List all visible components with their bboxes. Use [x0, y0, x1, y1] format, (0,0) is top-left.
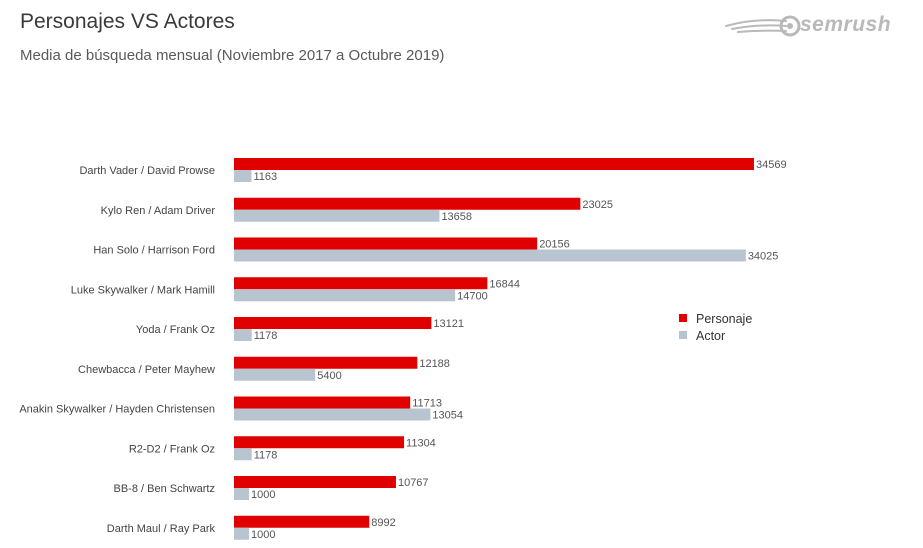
value-label-personaje: 20156	[539, 239, 570, 251]
value-label-actor: 13658	[441, 211, 472, 223]
bar-personaje	[234, 158, 754, 170]
value-label-personaje: 8992	[371, 517, 395, 529]
value-label-personaje: 34569	[756, 159, 787, 171]
category-label: Luke Skywalker / Mark Hamill	[71, 284, 215, 296]
value-label-actor: 1163	[253, 171, 277, 183]
value-label-personaje: 10767	[398, 477, 429, 489]
bar-personaje	[234, 356, 418, 369]
value-label-actor: 1178	[254, 330, 278, 342]
chart-subtitle: Media de búsqueda mensual (Noviembre 201…	[20, 47, 445, 64]
legend-swatch-actor	[679, 331, 687, 339]
bar-actor	[234, 408, 431, 421]
value-label-personaje: 12188	[419, 358, 450, 370]
value-label-personaje: 16844	[489, 278, 520, 290]
bar-personaje	[234, 396, 411, 409]
category-label: Anakin Skywalker / Hayden Christensen	[19, 404, 215, 416]
bar-actor	[234, 488, 250, 500]
value-label-personaje: 23025	[582, 199, 613, 211]
value-label-personaje: 11713	[412, 398, 442, 410]
category-label: Kylo Ren / Adam Driver	[101, 205, 216, 217]
bar-personaje	[234, 277, 488, 290]
bar-personaje	[234, 317, 432, 329]
bar-actor	[234, 368, 316, 381]
chart-title: Personajes VS Actores	[20, 10, 235, 33]
value-label-actor: 5400	[317, 370, 341, 382]
category-label: Yoda / Frank Oz	[136, 324, 215, 336]
bar-actor	[234, 329, 252, 341]
category-label: Chewbacca / Peter Mayhew	[78, 364, 215, 376]
value-label-actor: 1000	[251, 489, 275, 501]
bar-personaje	[234, 436, 405, 449]
bar-personaje	[234, 197, 581, 210]
bar-personaje	[234, 237, 538, 250]
category-label: Darth Maul / Ray Park	[107, 523, 216, 535]
value-label-actor: 1000	[251, 529, 275, 541]
bar-actor	[234, 527, 250, 540]
bar-actor	[234, 170, 252, 182]
legend-swatch-personaje	[679, 314, 687, 322]
category-label: Han Solo / Harrison Ford	[93, 245, 215, 257]
value-label-personaje: 13121	[433, 318, 464, 330]
value-label-personaje: 11304	[406, 437, 436, 449]
bar-personaje	[234, 476, 396, 488]
value-label-actor: 13054	[432, 410, 463, 422]
semrush-logo-text: semrush	[800, 13, 892, 36]
value-label-actor: 14700	[457, 290, 488, 302]
category-label: Darth Vader / David Prowse	[79, 165, 215, 177]
value-label-actor: 34025	[748, 251, 779, 263]
category-label: R2-D2 / Frank Oz	[129, 443, 215, 455]
category-label: BB-8 / Ben Schwartz	[114, 483, 216, 495]
bar-actor	[234, 209, 440, 222]
bar-actor	[234, 249, 746, 262]
bar-actor	[234, 448, 252, 461]
bar-personaje	[234, 515, 370, 528]
legend-label-personaje: Personaje	[696, 312, 752, 326]
bar-actor	[234, 289, 456, 302]
legend-label-actor: Actor	[696, 329, 725, 343]
semrush-logo-icon	[725, 15, 801, 37]
value-label-actor: 1178	[254, 449, 278, 461]
